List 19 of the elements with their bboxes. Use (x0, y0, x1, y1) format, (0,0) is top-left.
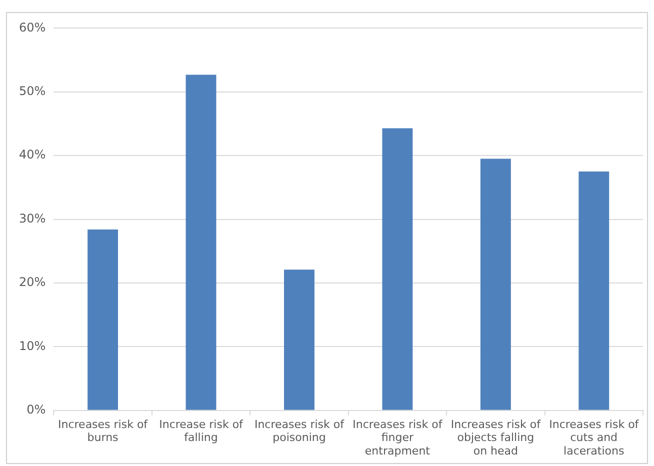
y-tick-label: 20% (19, 275, 46, 290)
x-tick-label: Increases risk of cuts and lacerations (549, 418, 640, 458)
bar (88, 229, 118, 410)
bar (480, 158, 511, 410)
x-tick-label: Increases risk of burns (58, 418, 149, 444)
x-tick-label: Increases risk of poisoning (254, 418, 346, 444)
bar (578, 172, 610, 410)
x-tick-label: Increase risk of falling (159, 418, 244, 444)
x-tick-label: Increases risk of objects falling on head (450, 418, 542, 458)
bar (382, 128, 413, 410)
y-tick-label: 30% (19, 211, 46, 226)
bar (284, 270, 314, 410)
y-tick-label: 0% (26, 402, 46, 417)
x-tick-label: Increases risk of finger entrapment (352, 418, 444, 458)
bar (186, 74, 216, 410)
y-tick-label: 50% (19, 84, 46, 98)
y-tick-label: 10% (19, 338, 46, 353)
y-tick-label: 40% (19, 148, 46, 162)
y-tick-label: 60% (19, 20, 46, 34)
